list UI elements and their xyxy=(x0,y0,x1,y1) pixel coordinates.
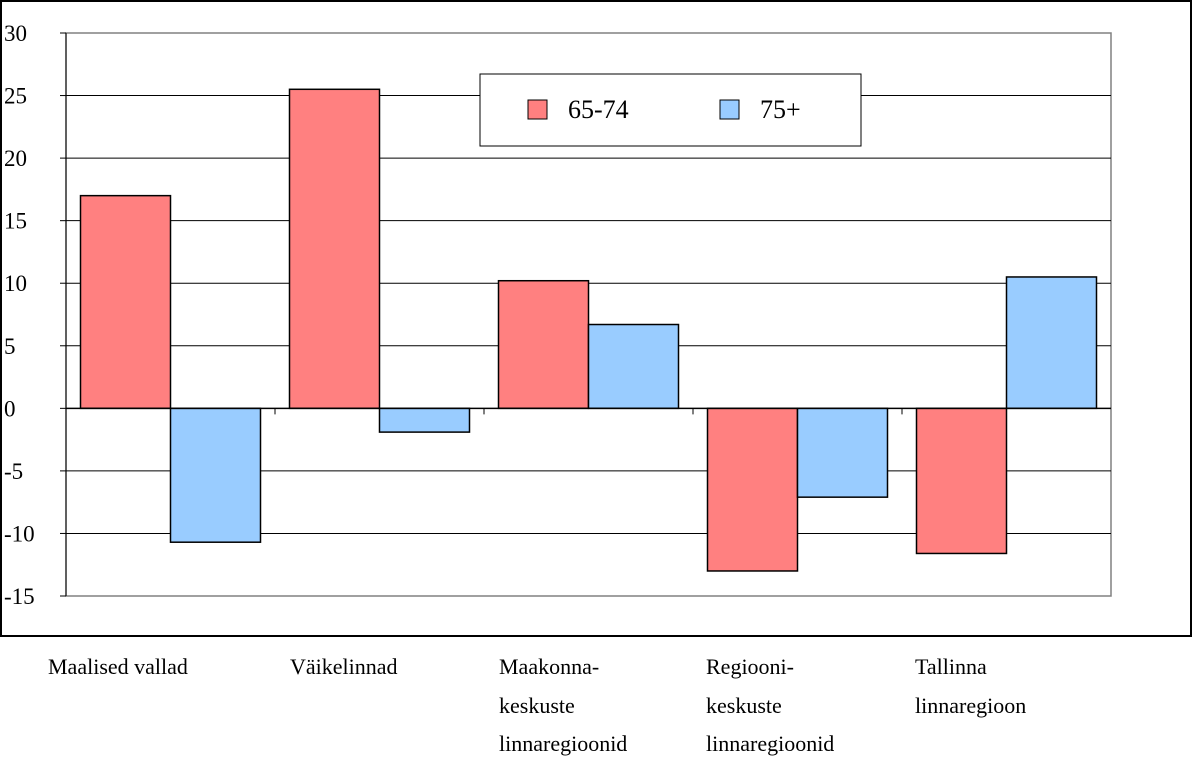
category-label-line: Väikelinnad xyxy=(290,654,398,679)
y-tick-label: 20 xyxy=(4,146,27,171)
bar-series-2-category-2 xyxy=(378,407,471,433)
bars xyxy=(79,88,1098,572)
legend-label-1: 65-74 xyxy=(568,95,629,124)
bar-series-1-category-1 xyxy=(79,194,172,410)
y-tick-label: 25 xyxy=(4,84,27,109)
category-label-line: Regiooni- xyxy=(706,654,794,679)
y-tick-label: 10 xyxy=(4,271,27,296)
axes: 30 25 20 15 10 5 0 -5 -10 -15 xyxy=(4,21,1111,609)
bar-series-1-category-4 xyxy=(706,407,799,572)
bar-series-2-category-1 xyxy=(169,407,262,543)
bar-series-2-category-3 xyxy=(587,323,680,410)
category-label-2: Väikelinnad xyxy=(290,648,510,687)
category-label-line: linnaregioonid xyxy=(706,731,835,756)
y-tick-label: 5 xyxy=(4,334,16,359)
legend-swatch-2 xyxy=(719,99,740,120)
category-label-line: Maakonna- xyxy=(499,654,600,679)
y-tick-label: -15 xyxy=(4,584,35,609)
category-label-line: linnaregioonid xyxy=(499,731,628,756)
legend: 65-74 75+ xyxy=(479,73,862,147)
bar-series-1-category-5 xyxy=(915,407,1008,555)
category-label-5: Tallinna linnaregioon xyxy=(915,648,1135,725)
legend-label-2: 75+ xyxy=(760,95,801,124)
category-label-1: Maalised vallad xyxy=(48,648,268,687)
bar-series-1-category-3 xyxy=(497,279,590,410)
category-label-3: Maakonna-keskuste linnaregioonid xyxy=(499,648,719,764)
y-tick-label: -10 xyxy=(4,521,35,546)
category-label-line: keskuste xyxy=(706,692,782,718)
y-tick-label: 0 xyxy=(4,396,16,421)
bar-series-1-category-2 xyxy=(288,88,381,410)
category-label-line: Tallinna xyxy=(915,654,987,679)
bar-series-2-category-4 xyxy=(796,407,889,498)
y-tick-label: 15 xyxy=(4,209,27,234)
legend-swatch-1 xyxy=(527,99,548,120)
category-label-line: linnaregioon xyxy=(915,692,1027,718)
category-label-line: keskuste xyxy=(499,692,575,718)
y-tick-label: 30 xyxy=(4,21,27,46)
bar-series-2-category-5 xyxy=(1005,276,1098,410)
y-tick-label: -5 xyxy=(4,459,23,484)
category-label-4: Regiooni-keskuste linnaregioonid xyxy=(706,648,926,764)
category-label-line: Maalised vallad xyxy=(48,654,188,679)
